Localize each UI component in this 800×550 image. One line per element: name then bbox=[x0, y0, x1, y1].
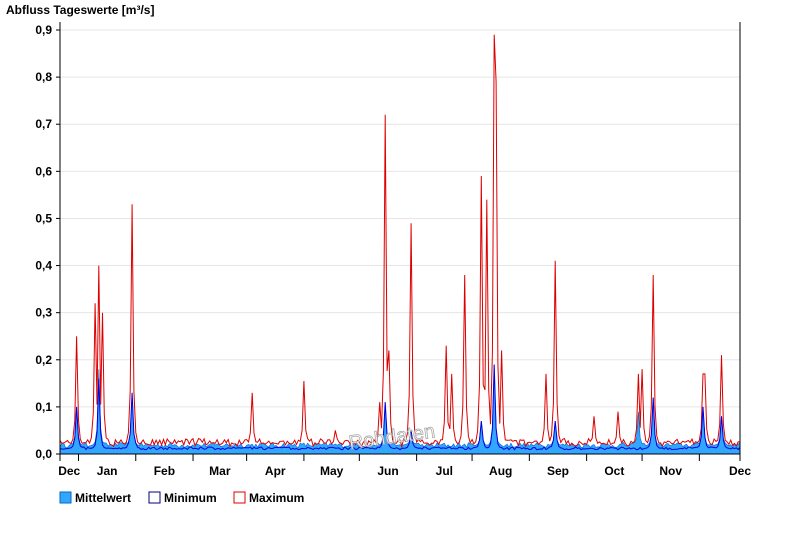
y-tick-label: 0,2 bbox=[35, 353, 52, 367]
x-tick-label: Feb bbox=[154, 464, 175, 478]
y-tick-label: 0,0 bbox=[35, 447, 52, 461]
y-tick-label: 0,6 bbox=[35, 164, 52, 178]
legend-label-minimum: Minimum bbox=[164, 491, 217, 505]
legend-item-minimum: Minimum bbox=[148, 491, 217, 505]
x-tick-label: Dec bbox=[729, 464, 751, 478]
grid-lines bbox=[60, 29, 740, 408]
x-tick-label: Apr bbox=[265, 464, 286, 478]
y-tick-label: 0,5 bbox=[35, 211, 52, 225]
legend-label-mittelwert: Mittelwert bbox=[75, 491, 131, 505]
y-tick-label: 0,9 bbox=[35, 23, 52, 37]
legend-swatch-minimum bbox=[148, 491, 161, 504]
x-tick-label: Jun bbox=[377, 464, 398, 478]
axes bbox=[59, 22, 741, 455]
series-line-minimum bbox=[59, 364, 741, 451]
x-tick-label: May bbox=[320, 464, 344, 478]
y-tick-label: 0,1 bbox=[35, 400, 52, 414]
y-tick-label: 0,3 bbox=[35, 306, 52, 320]
x-tick-label: Dec bbox=[58, 464, 80, 478]
y-tick-label: 0,7 bbox=[35, 117, 52, 131]
legend-item-mittelwert: Mittelwert bbox=[59, 491, 131, 505]
x-tick-label: Oct bbox=[604, 464, 624, 478]
y-tick-label: 0,8 bbox=[35, 70, 52, 84]
legend-label-maximum: Maximum bbox=[249, 491, 304, 505]
y-tick-label: 0,4 bbox=[35, 259, 52, 273]
chart-title: Abfluss Tageswerte [m³/s] bbox=[6, 3, 154, 17]
x-tick-label: Jul bbox=[436, 464, 453, 478]
legend-item-maximum: Maximum bbox=[233, 491, 304, 505]
x-tick-label: Aug bbox=[489, 464, 512, 478]
legend-swatch-maximum bbox=[233, 491, 246, 504]
series-layer bbox=[59, 34, 741, 455]
x-tick-label: Nov bbox=[659, 464, 682, 478]
legend-swatch-mittelwert bbox=[59, 491, 72, 504]
x-tick-label: Sep bbox=[547, 464, 569, 478]
y-axis-ticks: 0,0 0,1 0,2 0,3 0,4 0,5 0,6 0,7 0,8 0,9 bbox=[35, 23, 60, 461]
series-line-maximum bbox=[59, 34, 741, 449]
legend: Mittelwert Minimum Maximum bbox=[59, 491, 304, 505]
x-tick-label: Mar bbox=[209, 464, 231, 478]
x-tick-label: Jan bbox=[97, 464, 118, 478]
x-axis-ticks: Dec Jan Feb Mar Apr May Jun Jul Aug Sep Oct Nov Dec bbox=[58, 454, 751, 478]
